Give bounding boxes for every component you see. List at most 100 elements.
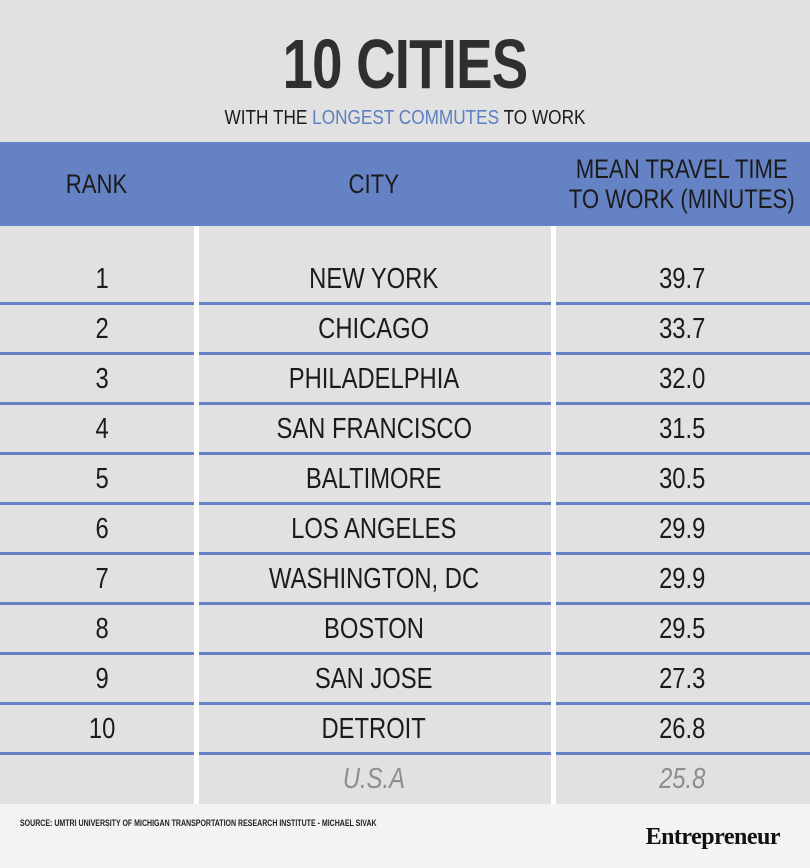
- table-row: 5 BALTIMORE 30.5: [0, 454, 810, 504]
- table-row: 1 NEW YORK 39.7: [0, 254, 810, 304]
- city-cell-text: SAN JOSE: [315, 662, 433, 695]
- city-cell: SAN JOSE: [194, 654, 554, 704]
- travel-time-cell: 31.5: [554, 404, 810, 454]
- travel-time-cell: 29.9: [554, 554, 810, 604]
- column-header-travel-time: MEAN TRAVEL TIME TO WORK (MINUTES): [554, 142, 810, 226]
- city-cell-text: LOS ANGELES: [291, 512, 457, 545]
- row-divider: [0, 302, 810, 305]
- city-cell-text: CHICAGO: [318, 312, 430, 345]
- row-divider: [0, 502, 810, 505]
- travel-time-cell: 26.8: [554, 704, 810, 754]
- rank-cell: 8: [0, 604, 204, 654]
- table-row: 10 DETROIT 26.8: [0, 704, 810, 754]
- city-cell: BOSTON: [194, 604, 554, 654]
- city-cell: DETROIT: [194, 704, 554, 754]
- page-subtitle: WITH THE LONGEST COMMUTES TO WORK: [57, 104, 754, 132]
- footer: SOURCE: UMTRI UNIVERSITY OF MICHIGAN TRA…: [0, 804, 810, 868]
- rank-cell-text: 2: [95, 312, 109, 345]
- travel-time-cell-text: 39.7: [658, 262, 706, 295]
- row-divider: [0, 602, 810, 605]
- city-cell-text: WASHINGTON, DC: [268, 562, 480, 595]
- table-row: 8 BOSTON 29.5: [0, 604, 810, 654]
- travel-time-cell: 30.5: [554, 454, 810, 504]
- row-divider: [0, 402, 810, 405]
- travel-time-cell-text: 29.5: [658, 612, 706, 645]
- rank-cell-text: 5: [95, 462, 109, 495]
- column-header-travel-time-label: MEAN TRAVEL TIME TO WORK (MINUTES): [569, 154, 795, 214]
- city-cell-text: U.S.A: [342, 762, 406, 795]
- rank-cell-text: 1: [95, 262, 109, 295]
- subtitle-prefix: WITH THE: [224, 107, 313, 129]
- rank-cell: 10: [0, 704, 204, 754]
- rank-cell: 1: [0, 254, 204, 304]
- column-separator-2: [551, 226, 556, 804]
- rank-cell: 6: [0, 504, 204, 554]
- travel-time-cell: 29.9: [554, 504, 810, 554]
- travel-time-cell: 32.0: [554, 354, 810, 404]
- city-cell-text: BOSTON: [324, 612, 424, 645]
- table-row: 7 WASHINGTON, DC 29.9: [0, 554, 810, 604]
- city-cell: PHILADELPHIA: [194, 354, 554, 404]
- rank-cell-text: 3: [95, 362, 109, 395]
- travel-time-cell: 29.5: [554, 604, 810, 654]
- travel-time-cell-text: 25.8: [658, 762, 706, 795]
- row-divider: [0, 552, 810, 555]
- row-divider: [0, 752, 810, 755]
- rank-cell: 3: [0, 354, 204, 404]
- row-divider: [0, 652, 810, 655]
- travel-time-cell: 33.7: [554, 304, 810, 354]
- subtitle-accent: LONGEST COMMUTES: [312, 107, 500, 129]
- column-header-travel-time-line-2: TO WORK (MINUTES): [569, 184, 795, 214]
- city-cell: U.S.A: [194, 754, 554, 804]
- city-cell: BALTIMORE: [194, 454, 554, 504]
- row-divider: [0, 352, 810, 355]
- row-divider: [0, 702, 810, 705]
- travel-time-cell: 25.8: [554, 754, 810, 804]
- city-cell-text: NEW YORK: [309, 262, 439, 295]
- column-header-rank-label: RANK: [66, 169, 128, 199]
- city-cell: LOS ANGELES: [194, 504, 554, 554]
- rank-cell: 4: [0, 404, 204, 454]
- rank-cell: 2: [0, 304, 204, 354]
- source-note: SOURCE: UMTRI UNIVERSITY OF MICHIGAN TRA…: [20, 818, 377, 828]
- rank-cell: 7: [0, 554, 204, 604]
- table-row: 9 SAN JOSE 27.3: [0, 654, 810, 704]
- rank-cell-text: 4: [95, 412, 109, 445]
- column-separator-1: [194, 226, 199, 804]
- travel-time-cell-text: 32.0: [658, 362, 706, 395]
- travel-time-cell-text: 31.5: [658, 412, 706, 445]
- rank-cell-text: 10: [88, 712, 116, 745]
- column-header-travel-time-line-1: MEAN TRAVEL TIME: [575, 154, 789, 184]
- brand-logo: Entrepreneur: [645, 824, 781, 850]
- table-body: [0, 226, 810, 804]
- city-cell: CHICAGO: [194, 304, 554, 354]
- rank-cell-text: 8: [95, 612, 109, 645]
- travel-time-cell-text: 27.3: [658, 662, 706, 695]
- row-divider: [0, 452, 810, 455]
- rank-cell-text: 7: [95, 562, 109, 595]
- city-cell-text: SAN FRANCISCO: [276, 412, 472, 445]
- total-row: U.S.A 25.8: [0, 754, 810, 804]
- subtitle-suffix: TO WORK: [499, 107, 586, 129]
- travel-time-cell: 27.3: [554, 654, 810, 704]
- travel-time-cell-text: 29.9: [658, 562, 706, 595]
- travel-time-cell-text: 26.8: [658, 712, 706, 745]
- city-cell: SAN FRANCISCO: [194, 404, 554, 454]
- rank-cell-text: 9: [95, 662, 109, 695]
- travel-time-cell-text: 29.9: [658, 512, 706, 545]
- rank-cell-text: 6: [95, 512, 109, 545]
- rank-cell: 9: [0, 654, 204, 704]
- travel-time-cell-text: 33.7: [658, 312, 706, 345]
- page-title: 10 CITIES: [282, 25, 529, 103]
- city-cell: WASHINGTON, DC: [194, 554, 554, 604]
- table-row: 4 SAN FRANCISCO 31.5: [0, 404, 810, 454]
- column-header-city-label: CITY: [348, 169, 400, 199]
- travel-time-cell-text: 30.5: [658, 462, 706, 495]
- travel-time-cell: 39.7: [554, 254, 810, 304]
- column-header-city: CITY: [194, 142, 554, 226]
- table-row: 2 CHICAGO 33.7: [0, 304, 810, 354]
- city-cell-text: PHILADELPHIA: [288, 362, 460, 395]
- table-row: 6 LOS ANGELES 29.9: [0, 504, 810, 554]
- rank-cell: [0, 754, 204, 804]
- column-header-rank: RANK: [0, 142, 194, 226]
